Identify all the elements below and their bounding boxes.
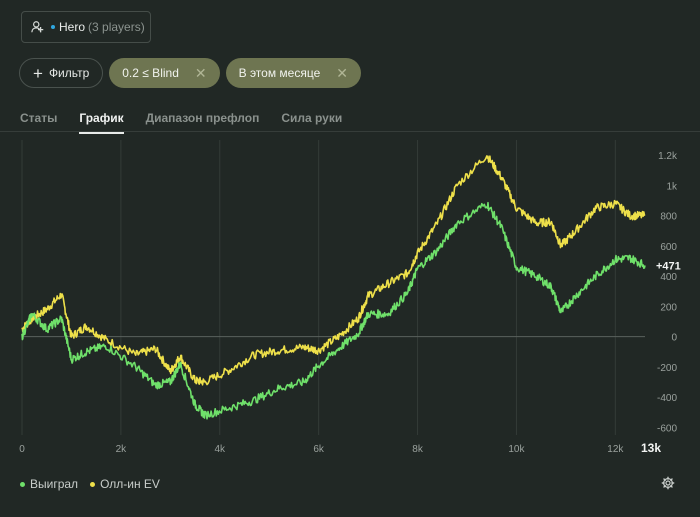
close-icon[interactable]: ✕: [194, 64, 207, 81]
tab-stats[interactable]: Статы: [20, 111, 58, 125]
x-tick-label: 6k: [313, 444, 325, 455]
user-icon: [31, 21, 44, 33]
filter-button-label: Фильтр: [48, 66, 90, 80]
filter-row: + Фильтр 0.2 ≤ Blind ✕ В этом месяце ✕: [19, 58, 361, 88]
filter-chip-month[interactable]: В этом месяце ✕: [225, 58, 361, 88]
legend-dot-won: [20, 481, 25, 487]
tab-divider: [0, 131, 700, 132]
series-line-allin-ev: [21, 155, 646, 386]
x-tick-label: 4k: [214, 444, 226, 455]
y-tick-label: -600: [657, 423, 677, 434]
status-dot: [51, 25, 55, 29]
series-line-won: [21, 201, 646, 420]
y-tick-label: 800: [660, 212, 677, 223]
y-tick-label: 600: [660, 242, 677, 253]
x-tick-label: 12k: [607, 444, 624, 455]
x-tick-label: 0: [19, 444, 25, 455]
y-tick-label: 1k: [666, 181, 678, 192]
legend-item-allin-ev[interactable]: Олл-ин EV: [90, 477, 160, 491]
x-tick-label: 8k: [412, 444, 424, 455]
legend-label-allin-ev: Олл-ин EV: [100, 477, 160, 491]
y-tick-label: 400: [660, 272, 677, 283]
x-end-label: 13k: [641, 441, 661, 455]
y-tick-label: -200: [657, 363, 677, 374]
filter-chip-label: В этом месяце: [238, 66, 321, 80]
player-count: (3 players): [88, 20, 145, 34]
tab-preflop-range[interactable]: Диапазон префлоп: [145, 111, 260, 125]
x-tick-label: 2k: [116, 444, 128, 455]
legend-item-won[interactable]: Выиграл: [20, 477, 78, 491]
tab-bar: Статы График Диапазон префлоп Сила руки: [20, 111, 364, 134]
legend-label-won: Выиграл: [30, 477, 79, 491]
y-tick-label: 1.2k: [658, 151, 678, 162]
player-selector[interactable]: Hero (3 players): [21, 11, 151, 43]
tab-graph[interactable]: График: [79, 111, 124, 134]
filter-button[interactable]: + Фильтр: [19, 58, 104, 88]
x-tick-label: 10k: [508, 444, 525, 455]
close-icon[interactable]: ✕: [336, 64, 348, 81]
filter-chip-blind[interactable]: 0.2 ≤ Blind ✕: [109, 58, 220, 88]
gear-icon[interactable]: [661, 476, 675, 490]
plus-icon: +: [33, 63, 43, 83]
filter-chip-label: 0.2 ≤ Blind: [122, 66, 179, 80]
y-tick-label: 200: [660, 302, 677, 313]
legend-dot-allin-ev: [90, 481, 96, 487]
current-value-label: +471: [656, 260, 681, 272]
profit-chart[interactable]: 0 2k 4k 6k 8k 10k 12k 13k 1.2k 1k 800 600 400 200 0 -20…: [0, 140, 700, 465]
y-tick-label: 0: [671, 333, 677, 344]
player-name: Hero: [59, 20, 86, 34]
chart-legend: Выиграл Олл-ин EV: [20, 477, 172, 491]
y-tick-label: -400: [657, 393, 677, 404]
tab-hand-strength[interactable]: Сила руки: [281, 111, 343, 125]
